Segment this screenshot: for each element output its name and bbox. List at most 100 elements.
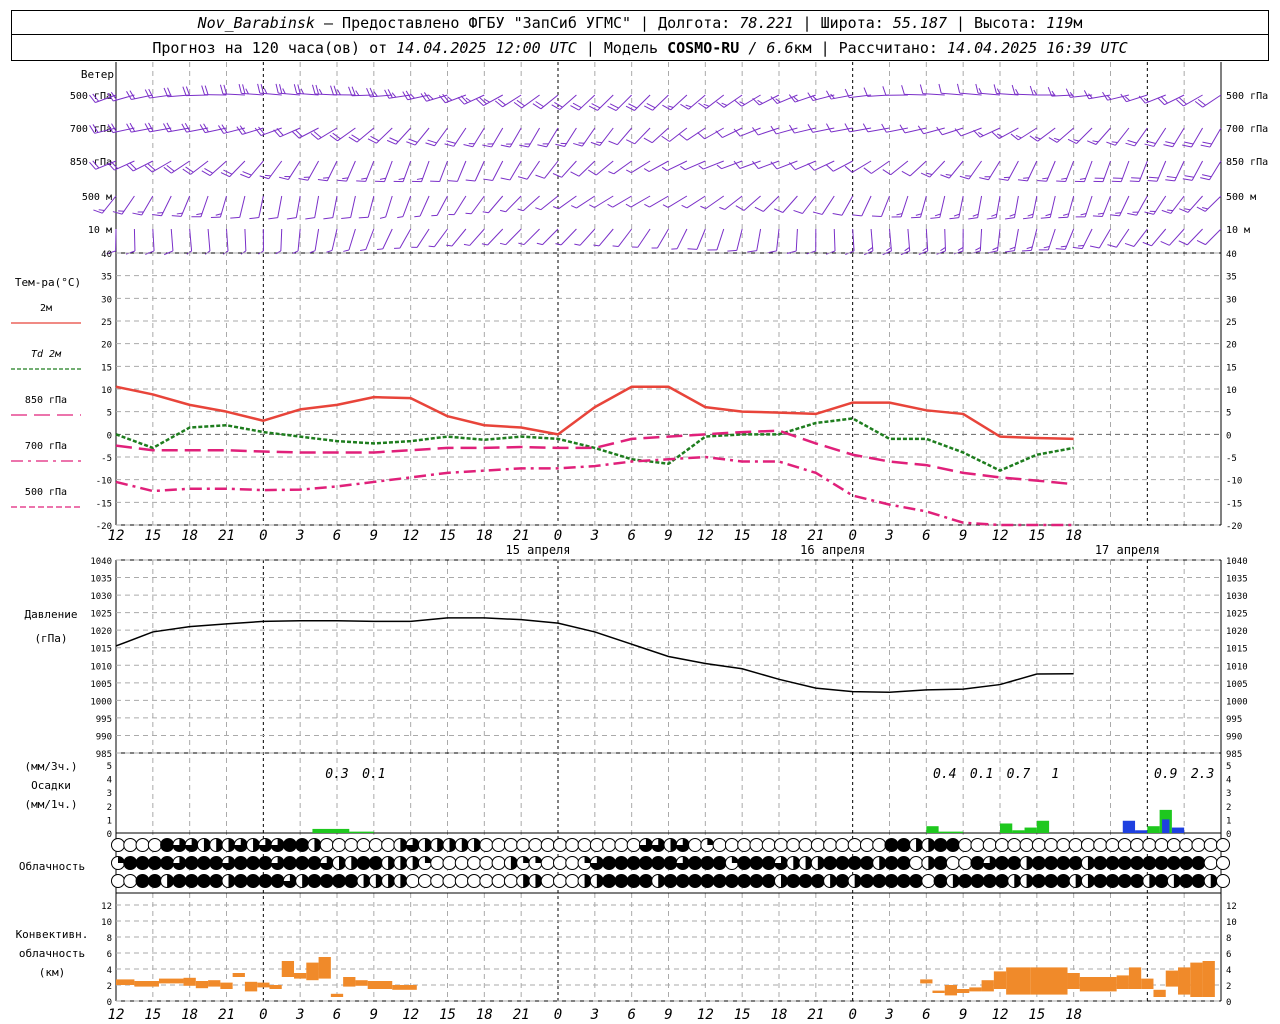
- temp-y-tick: 5: [107, 409, 112, 419]
- wind-barb-feather: [182, 86, 187, 96]
- wind-barb-feather: [465, 179, 476, 182]
- wind-barb-feather: [264, 174, 271, 177]
- wind-barb-feather: [126, 91, 132, 100]
- hour-tick-label: 12: [697, 1007, 714, 1023]
- wind-barb-feather: [245, 88, 249, 95]
- wind-barb-feather: [348, 136, 358, 143]
- wind-barb-feather: [1015, 88, 1019, 95]
- wind-barb: [186, 127, 209, 133]
- lat-value: 55.187: [892, 13, 948, 32]
- wind-barb-feather: [1138, 95, 1146, 104]
- wind-barb: [1174, 160, 1185, 182]
- wind-barb-feather: [896, 213, 903, 216]
- precip-y-tick: 0: [107, 830, 112, 840]
- wind-barb-feather: [295, 129, 303, 137]
- wind-barb: [526, 160, 540, 180]
- pressure-y-tick: 1020: [90, 627, 112, 637]
- wind-barb-feather: [89, 161, 97, 170]
- wind-barb-feather: [535, 207, 541, 211]
- wind-barb: [1172, 127, 1185, 148]
- wind-barb-feather: [988, 250, 998, 254]
- precip-total-label: 1: [1051, 767, 1059, 782]
- cloud-fill: [1056, 874, 1070, 888]
- pressure-y-tick-right: 1040: [1226, 557, 1248, 567]
- cloud-symbol: [332, 838, 346, 852]
- wind-barb-feather: [574, 243, 581, 246]
- wind-barb-feather: [201, 85, 205, 95]
- temp-y-tick-right: 15: [1226, 363, 1237, 373]
- temp-y-tick: -10: [96, 477, 112, 487]
- cloud-fill: [197, 856, 211, 870]
- conv-y-tick-right: 2: [1226, 982, 1231, 992]
- model-res: / 6.6: [748, 38, 794, 57]
- wind-barb: [314, 195, 320, 218]
- cloud-symbol: [356, 838, 371, 852]
- pressure-y-tick-right: 1000: [1226, 697, 1248, 707]
- wind-barb-feather: [1069, 91, 1075, 98]
- wind-barb-feather: [1166, 176, 1177, 179]
- wind-barb-feather: [497, 98, 506, 106]
- cloud-fill: [1087, 856, 1095, 870]
- wind-barb-feather: [953, 213, 960, 217]
- pressure-y-tick-right: 1015: [1226, 645, 1248, 655]
- wind-barb-feather: [152, 213, 162, 217]
- wind-barb-feather: [998, 178, 1009, 181]
- wind-barb: [469, 228, 485, 246]
- wind-barb: [907, 228, 911, 251]
- wind-barb-feather: [376, 248, 383, 250]
- wind-barb-feather: [286, 217, 297, 220]
- hour-tick-label: 0: [848, 528, 856, 544]
- cloud-fill: [627, 874, 641, 888]
- wind-barb-feather: [1045, 213, 1052, 217]
- hour-tick-label: 3: [590, 528, 599, 544]
- hour-tick-label: 9: [370, 528, 378, 544]
- wind-barb-feather: [463, 144, 473, 148]
- hour-tick-label: 0: [554, 1007, 562, 1023]
- wind-barb: [996, 93, 1019, 96]
- wind-barb-feather: [414, 215, 421, 218]
- wind-barb-feather: [1023, 177, 1029, 179]
- wind-barb: [929, 160, 946, 178]
- wind-barb: [1081, 228, 1093, 249]
- pressure-unit: (гПа): [34, 632, 68, 645]
- cloud-symbol: [381, 838, 396, 852]
- precip-y-tick-right: 5: [1226, 762, 1231, 772]
- cloud-symbol: [749, 838, 764, 852]
- wind-barb: [1070, 94, 1093, 98]
- wind-barb: [434, 228, 448, 247]
- wind-barb-feather: [351, 86, 356, 96]
- wind-barb: [1101, 195, 1111, 217]
- conv-bar: [367, 981, 393, 989]
- wind-barb: [922, 93, 945, 96]
- wind-barb-feather: [930, 216, 940, 219]
- conv-bar: [158, 978, 184, 984]
- wind-barb-feather: [1144, 143, 1154, 147]
- wind-barb: [1183, 94, 1203, 107]
- cloud-fill: [596, 874, 604, 888]
- wind-barb-feather: [536, 242, 543, 246]
- wind-barb: [546, 127, 559, 148]
- wind-barb: [598, 228, 614, 247]
- lat-label: Широта:: [820, 13, 884, 32]
- wind-barb: [925, 228, 929, 251]
- wind-barb: [988, 160, 1001, 181]
- temp-y-tick: -5: [101, 454, 112, 464]
- wind-barb-feather: [863, 250, 874, 256]
- wind-barb: [1119, 195, 1130, 217]
- cloud-fill: [400, 874, 407, 888]
- wind-barb-feather: [129, 162, 137, 170]
- cloud-fill: [246, 874, 260, 888]
- conv-bar: [355, 980, 368, 986]
- wind-barb: [419, 195, 430, 217]
- cloud-symbol: [798, 838, 813, 852]
- cloud-symbol: [479, 874, 494, 888]
- wind-barb-feather: [919, 84, 924, 94]
- wind-barb-feather: [1184, 175, 1194, 178]
- cloud-symbol: [540, 838, 555, 852]
- wind-barb-feather: [1089, 245, 1100, 249]
- precip-bar: [1162, 819, 1170, 833]
- cloud-symbol: [467, 874, 482, 888]
- cloud-fill: [811, 874, 825, 888]
- wind-barb-feather: [949, 217, 959, 220]
- hour-tick-label: 18: [476, 528, 493, 544]
